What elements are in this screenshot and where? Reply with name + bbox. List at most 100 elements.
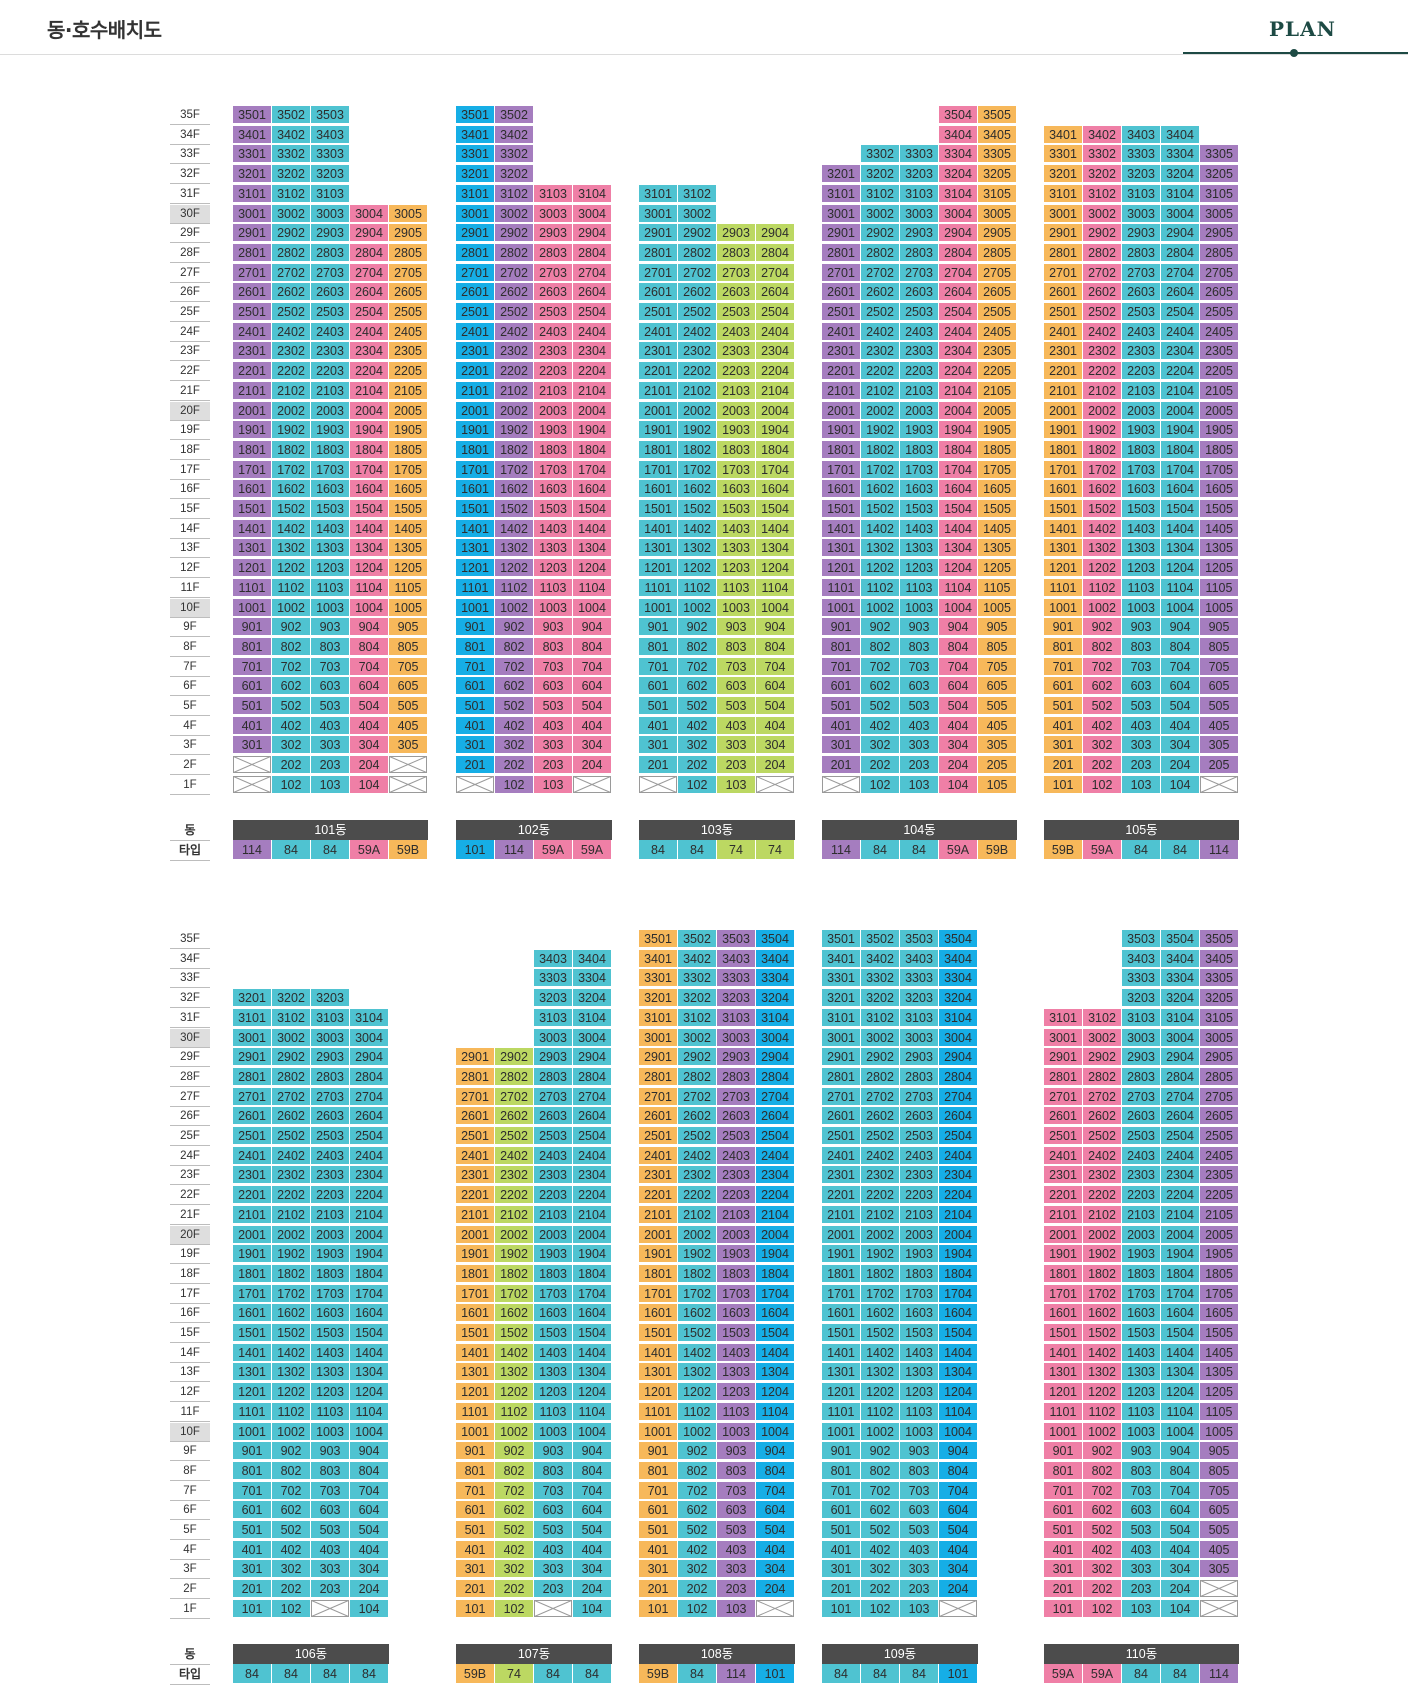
unit-cell: 1803 (1122, 1264, 1161, 1283)
unit-cell: 2603 (1122, 1107, 1161, 1126)
unit-cell: 903 (900, 618, 939, 637)
unit-cell: 2001 (1044, 1225, 1083, 1244)
floor-label: 34F (170, 950, 210, 969)
unit-cell: 3104 (573, 1008, 612, 1027)
floor-label: 15F (170, 500, 210, 519)
unit-cell: 1103 (1122, 578, 1161, 597)
unit-cell: 3404 (573, 949, 612, 968)
unit-cell: 803 (534, 1461, 573, 1480)
unit-cell: 1305 (1200, 539, 1239, 558)
unit-cell: 3004 (573, 204, 612, 223)
unit-cell: 2503 (534, 303, 573, 321)
floor-label: 21F (170, 382, 210, 401)
unit-cell: 901 (822, 618, 861, 637)
unit-cell: 1104 (573, 1402, 612, 1421)
unit-cell: 902 (495, 1442, 534, 1461)
unit-cell: 1005 (978, 598, 1017, 617)
unit-cell: 1804 (350, 440, 389, 459)
unit-type-cell: 59A (1044, 1663, 1083, 1684)
unit-cell: 2002 (272, 401, 311, 420)
unit-cell: 1703 (900, 1284, 939, 1303)
floor-label: 4F (170, 1541, 210, 1560)
unit-cell: 2404 (939, 1146, 978, 1165)
unit-cell: 402 (678, 1540, 717, 1559)
unit-cell: 2002 (861, 1225, 900, 1244)
unit-cell: 203 (900, 756, 939, 775)
unit-cell: 1102 (678, 578, 717, 597)
unit-cell: 1304 (573, 1363, 612, 1382)
unit-cell: 1004 (939, 598, 978, 617)
unit-cell: 605 (1200, 677, 1239, 696)
unit-cell: 1405 (1200, 1343, 1239, 1362)
unit-cell: 401 (639, 716, 678, 735)
unit-cell: 602 (272, 1501, 311, 1520)
unit-cell: 603 (717, 677, 756, 696)
unit-cell: 1502 (495, 500, 534, 518)
unit-cell: 604 (573, 677, 612, 696)
unit-cell: 2902 (495, 1048, 534, 1067)
unit-cell: 2402 (1083, 322, 1122, 341)
unit-cell: 1201 (822, 1383, 861, 1402)
unit-cell: 2602 (1083, 283, 1122, 302)
unit-cell: 2904 (1161, 224, 1200, 243)
unit-cell: 2604 (350, 1107, 389, 1126)
unit-cell: 1504 (350, 1324, 389, 1342)
floor-label: 28F (170, 1068, 210, 1087)
unit-cell: 605 (1200, 1501, 1239, 1520)
unit-cell: 1404 (1161, 1343, 1200, 1362)
building-name: 105동 (1044, 819, 1239, 840)
unit-cell: 104 (1161, 1599, 1200, 1618)
unit-cell: 1902 (495, 421, 534, 440)
unit-type-cell: 59B (978, 839, 1017, 860)
unit-cell: 805 (978, 637, 1017, 656)
unit-cell: 3202 (272, 989, 311, 1008)
unit-cell: 3101 (639, 1008, 678, 1027)
unit-cell: 2403 (1122, 1146, 1161, 1165)
unit-cell: 2905 (1200, 224, 1239, 243)
unit-cell: 2204 (1161, 1186, 1200, 1205)
unit-cell: 1002 (678, 598, 717, 617)
unit-cell: 1003 (534, 1422, 573, 1441)
unit-cell: 1703 (900, 460, 939, 479)
unit-cell: 1404 (756, 1343, 795, 1362)
unit-cell: 502 (678, 1521, 717, 1539)
unit-cell: 1501 (822, 1324, 861, 1342)
unit-cell: 1801 (233, 1264, 272, 1283)
unit-cell: 603 (717, 1501, 756, 1520)
unit-cell: 801 (639, 637, 678, 656)
unit-type-cell: 84 (900, 839, 939, 860)
unit-cell: 2001 (233, 401, 272, 420)
unit-cell: 1904 (756, 421, 795, 440)
unit-cell: 3302 (861, 145, 900, 164)
unit-cell: 2102 (678, 381, 717, 400)
unit-cell: 1102 (678, 1402, 717, 1421)
unit-cell: 3404 (756, 949, 795, 968)
unit-cell: 301 (639, 1560, 678, 1579)
unit-cell: 3001 (1044, 204, 1083, 223)
unit-cell: 3301 (1044, 145, 1083, 164)
pilotis-cell (233, 756, 272, 775)
unit-cell: 3003 (311, 1028, 350, 1047)
pilotis-cross-icon (311, 1599, 349, 1617)
unit-cell: 404 (573, 716, 612, 735)
floor-label: 31F (170, 1009, 210, 1028)
unit-type-cell: 84 (1122, 839, 1161, 860)
pilotis-cross-icon (822, 775, 860, 793)
floor-label: 12F (170, 1383, 210, 1403)
unit-cell: 504 (1161, 1521, 1200, 1539)
unit-cell: 2005 (1200, 1225, 1239, 1244)
unit-cell: 2701 (1044, 263, 1083, 282)
unit-cell: 2101 (456, 381, 495, 400)
unit-cell: 1302 (272, 539, 311, 558)
unit-cell: 805 (1200, 637, 1239, 656)
unit-cell: 3203 (900, 165, 939, 184)
unit-cell: 3005 (1200, 204, 1239, 223)
unit-cell: 1001 (233, 598, 272, 617)
unit-cell: 2802 (678, 243, 717, 262)
unit-cell: 2004 (573, 1225, 612, 1244)
unit-cell: 3401 (822, 949, 861, 968)
unit-cell: 1501 (639, 1324, 678, 1342)
unit-cell: 1702 (495, 460, 534, 479)
unit-cell: 2301 (1044, 1166, 1083, 1185)
unit-cell: 2101 (456, 1205, 495, 1224)
